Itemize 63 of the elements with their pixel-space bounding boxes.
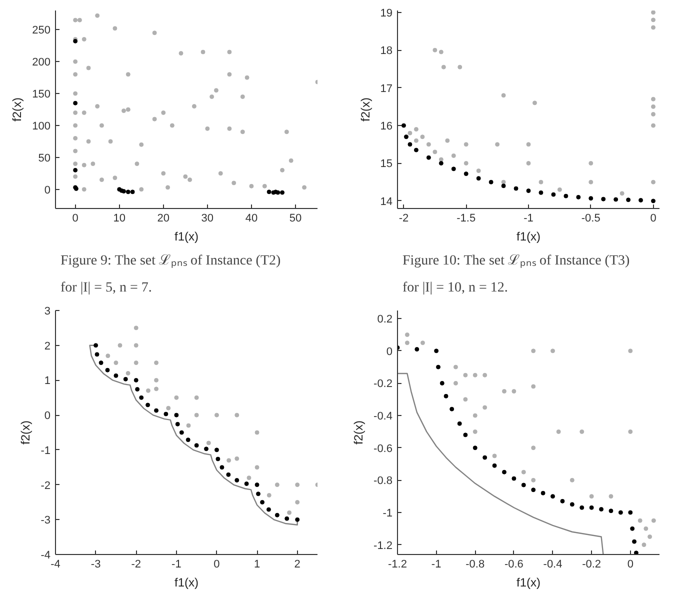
- y-tick-label: 200: [32, 56, 51, 69]
- x-axis-title: f1(x): [174, 230, 199, 244]
- y-tick-label: -2: [40, 480, 50, 492]
- y-tick-label: -4: [40, 550, 50, 562]
- y-tick-label: -0.6: [374, 442, 393, 455]
- y-tick-label: 18: [380, 45, 393, 58]
- y-tick-label: 50: [38, 152, 51, 164]
- y-tick-label: 0: [44, 410, 51, 422]
- y-tick-label: -1: [382, 507, 392, 520]
- x-tick-label: -0.8: [466, 558, 485, 570]
- y-tick-label: 100: [32, 120, 51, 132]
- x-tick-label: 0: [627, 558, 634, 570]
- x-tick-label: -0.6: [504, 558, 524, 570]
- y-axis-title: f2(x): [358, 97, 372, 122]
- x-tick-label: 40: [245, 212, 258, 224]
- y-tick-label: 14: [380, 196, 393, 208]
- x-tick-label: -1: [431, 558, 442, 570]
- x-tick-label: 20: [157, 212, 170, 224]
- x-axis-title: f1(x): [174, 576, 199, 590]
- y-tick-label: 0.2: [377, 314, 393, 326]
- y-tick-label: -3: [40, 514, 50, 527]
- x-tick-label: 10: [113, 212, 126, 224]
- x-tick-label: -0.2: [582, 558, 602, 570]
- x-tick-label: 0: [214, 558, 220, 570]
- y-tick-label: 16: [380, 120, 393, 133]
- caption: Figure 9: The set ℒₚₙₛ of Instance (T2): [60, 254, 282, 268]
- y-tick-label: 250: [32, 24, 51, 37]
- y-axis-title: f2(x): [18, 420, 33, 444]
- y-tick-label: 0: [386, 346, 393, 358]
- x-tick-label: -1: [172, 558, 182, 570]
- y-axis-title: f2(x): [352, 420, 366, 444]
- y-tick-label: 150: [32, 88, 51, 101]
- y-tick-label: -0.2: [374, 378, 393, 390]
- x-tick-label: -2: [131, 558, 142, 570]
- y-tick-label: 2: [44, 340, 51, 352]
- y-tick-label: 17: [380, 82, 393, 95]
- y-tick-label: 1: [44, 375, 51, 388]
- y-tick-label: 15: [380, 158, 393, 170]
- x-tick-label: 0: [72, 212, 78, 224]
- caption: Figure 10: The set ℒₚₙₛ of Instance (T3): [402, 254, 630, 268]
- y-tick-label: 19: [380, 7, 393, 20]
- x-tick-label: 2: [294, 558, 300, 570]
- x-tick-label: -0.5: [581, 212, 600, 224]
- x-axis-title: f1(x): [516, 576, 541, 590]
- y-axis-title: f2(x): [10, 97, 24, 122]
- x-axis-title: f1(x): [516, 230, 541, 244]
- x-tick-label: 1: [254, 558, 260, 570]
- y-tick-label: -1.2: [374, 540, 393, 552]
- text: for |I| = 5, n = 7.: [60, 280, 152, 296]
- x-tick-label: 50: [289, 212, 302, 224]
- x-tick-label: -1: [524, 212, 534, 224]
- x-tick-label: -0.4: [543, 558, 562, 570]
- x-tick-label: 0: [650, 212, 656, 224]
- y-tick-label: -1: [40, 444, 50, 457]
- y-tick-label: 3: [44, 306, 51, 318]
- y-tick-label: 0: [44, 184, 51, 196]
- text: for |I| = 10, n = 12.: [402, 280, 508, 296]
- y-tick-label: -0.4: [374, 410, 393, 423]
- x-tick-label: -2: [398, 212, 409, 224]
- x-tick-label: 30: [201, 212, 214, 224]
- x-tick-label: -3: [90, 558, 101, 570]
- y-tick-label: -0.8: [374, 475, 393, 488]
- x-tick-label: -1.5: [456, 212, 476, 224]
